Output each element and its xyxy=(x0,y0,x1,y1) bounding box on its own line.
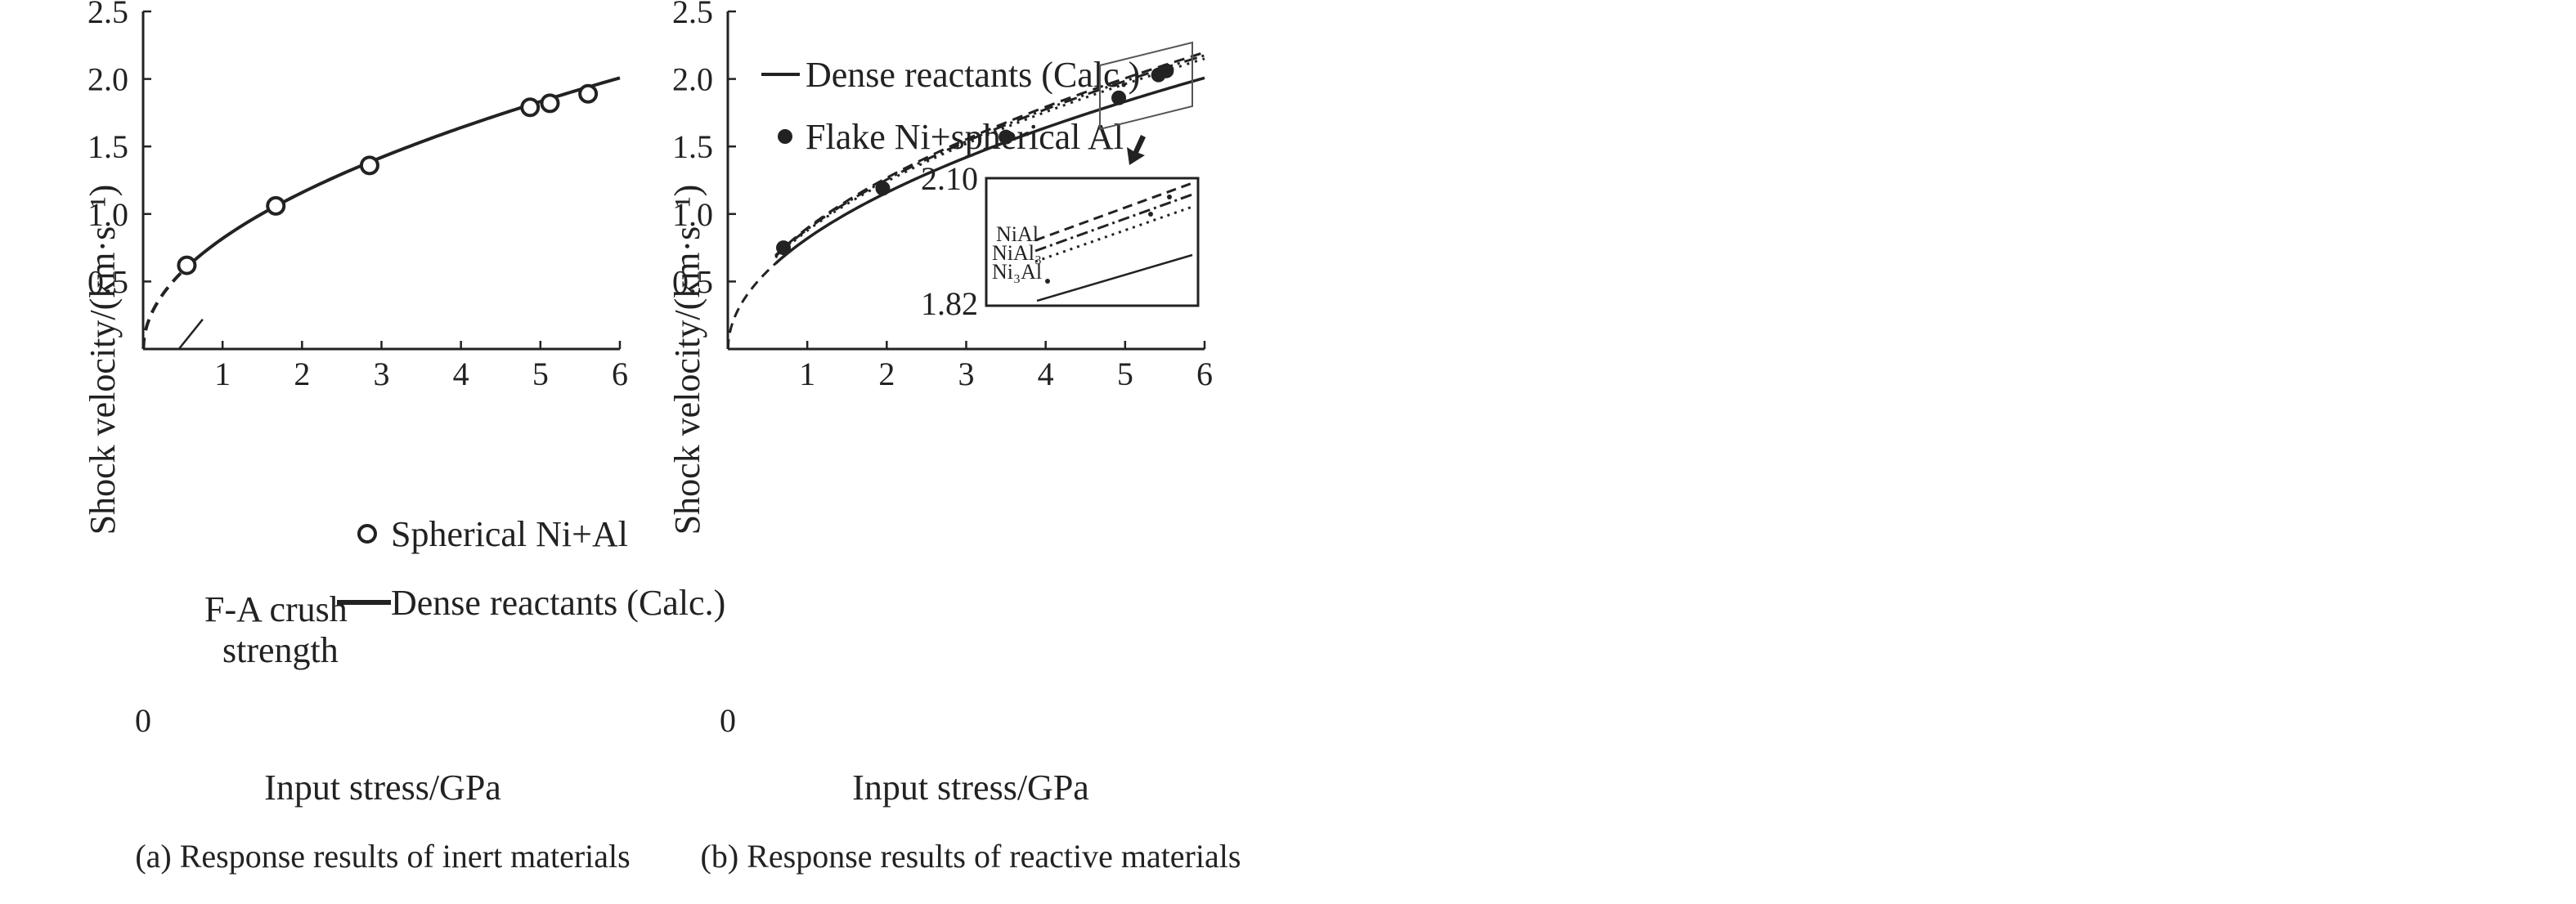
panel-a-chart: 1 2 3 4 5 6 0.5 1.0 1.5 2.0 2.5 0 Input stress/GPa… xyxy=(83,0,725,875)
panel-b-inset-point xyxy=(1148,212,1153,217)
panel-b-inset-dense-line xyxy=(1036,253,1193,302)
panel-a-y-tick-label: 1.0 xyxy=(88,196,128,233)
panel-b-inset-ytick-top: 2.10 xyxy=(921,160,978,197)
panel-b-data-point xyxy=(999,129,1014,145)
panel-a-x-tick-label: 4 xyxy=(453,356,469,392)
panel-a-y-tick-label: 2.5 xyxy=(88,0,128,30)
panel-b-x-tick-label: 6 xyxy=(1196,356,1213,392)
panel-a-points xyxy=(177,83,599,275)
panel-b-legend-dense: Dense reactants (Calc.) xyxy=(806,55,1140,95)
panel-b-inset-nial3-line xyxy=(1034,193,1193,253)
panel-b-x-axis-label: Input stress/GPa xyxy=(852,768,1089,808)
panel-b-data-point xyxy=(1111,90,1127,105)
panel-b-zoom-box xyxy=(1099,41,1193,131)
panel-a-data-point xyxy=(359,155,379,176)
panel-a-annotation-line2: strength xyxy=(222,630,339,670)
panel-b-inset-point xyxy=(1045,279,1050,284)
panel-a-y-axis-label: Shock velocity/(km·s⁻¹) xyxy=(83,185,123,535)
panel-b-curve-dashed xyxy=(774,51,1205,257)
panel-a-origin-label: 0 xyxy=(135,702,151,739)
panel-b-legend-flake: Flake Ni+spherical Al xyxy=(806,117,1124,157)
panel-a-crush-strength-line xyxy=(177,318,204,350)
panel-b-x-tick-label: 3 xyxy=(958,356,975,392)
panel-b-data-point xyxy=(776,240,792,256)
panel-a-y-tick-label: 0.5 xyxy=(88,263,128,300)
panel-a-data-point xyxy=(540,93,560,114)
panel-b-y-tick-label: 2.0 xyxy=(672,61,713,98)
panel-b-y-tick-label: 1.5 xyxy=(672,128,713,165)
panel-a-legend-dense: Dense reactants (Calc.) xyxy=(391,583,725,623)
panel-b-data-point xyxy=(875,181,891,196)
panel-a-legend-open-circle-marker xyxy=(357,524,377,544)
panel-a-curves xyxy=(141,76,621,350)
panel-b-inset-label-nial3: NiAl₃ xyxy=(992,241,1042,265)
panel-b-points xyxy=(776,63,1174,256)
panel-b-x-tick-label: 2 xyxy=(878,356,895,392)
panel-a-data-point xyxy=(578,83,599,104)
panel-a-x-axis-label: Input stress/GPa xyxy=(264,768,501,808)
panel-b-legend-filled-circle-marker xyxy=(778,129,792,144)
panel-b-x-tick-label: 4 xyxy=(1038,356,1054,392)
panel-b-inset-label-ni3al: Ni₃Al xyxy=(992,260,1042,284)
panel-b-inset-point xyxy=(1167,195,1172,199)
panel-b-dense-curve xyxy=(774,76,1205,265)
panel-a-data-point xyxy=(177,255,197,275)
panel-b-data-point xyxy=(1159,63,1174,78)
panel-b-y-axis-label: Shock velocity/(km·s⁻¹) xyxy=(667,185,707,535)
panel-b-inset-label-nial: NiAl xyxy=(996,222,1039,246)
panel-a-annotation-line1: F-A crush xyxy=(204,589,348,629)
panel-a-data-point xyxy=(520,97,541,118)
panel-b-inset-ni3al-line xyxy=(1034,205,1193,263)
panel-b-origin-label: 0 xyxy=(720,702,736,739)
panel-b-caption: (b) Response results of reactive materia… xyxy=(701,838,1241,875)
panel-b-curve-dotted xyxy=(774,57,1205,259)
panel-b-curves xyxy=(726,51,1205,350)
panel-a-x-tick-label: 2 xyxy=(294,356,310,392)
panel-b-inset-ytick-bottom: 1.82 xyxy=(921,285,978,322)
panel-b-zoom-arrow xyxy=(1127,135,1146,165)
panel-a-data-point xyxy=(266,195,286,216)
panel-a-x-tick-label: 6 xyxy=(612,356,628,392)
panel-a-axes: 1 2 3 4 5 6 0.5 1.0 1.5 2.0 2.5 xyxy=(88,0,628,392)
panel-a-dense-curve-dashed xyxy=(141,263,191,350)
panel-b-y-tick-label: 2.5 xyxy=(672,0,713,30)
panel-a-x-tick-label: 1 xyxy=(214,356,231,392)
panel-a-caption: (a) Response results of inert materials xyxy=(135,838,630,875)
panel-b-inset: 2.10 1.82 NiAl NiAl₃ Ni₃Al xyxy=(921,160,1200,322)
panel-b-axes: 1 2 3 4 5 6 0.5 1.0 1.5 2.0 2.5 xyxy=(672,0,1213,392)
panel-b-x-tick-label: 1 xyxy=(799,356,815,392)
panel-b-dense-curve-dashed xyxy=(726,262,777,350)
panel-a-y-tick-label: 2.0 xyxy=(88,61,128,98)
panel-b-y-tick-label: 0.5 xyxy=(672,263,713,300)
panel-a-x-tick-label: 5 xyxy=(532,356,549,392)
panel-b-y-tick-label: 1.0 xyxy=(672,196,713,233)
panel-b-inset-nial-line xyxy=(1034,181,1193,242)
panel-a-x-tick-label: 3 xyxy=(374,356,390,392)
panel-a-legend-spherical: Spherical Ni+Al xyxy=(391,514,628,554)
panel-b-chart: 1 2 3 4 5 6 0.5 1.0 1.5 2.0 2.5 0 Input stress/GPa… xyxy=(667,0,1241,875)
panel-a-y-tick-label: 1.5 xyxy=(88,128,128,165)
panel-b-x-tick-label: 5 xyxy=(1117,356,1133,392)
